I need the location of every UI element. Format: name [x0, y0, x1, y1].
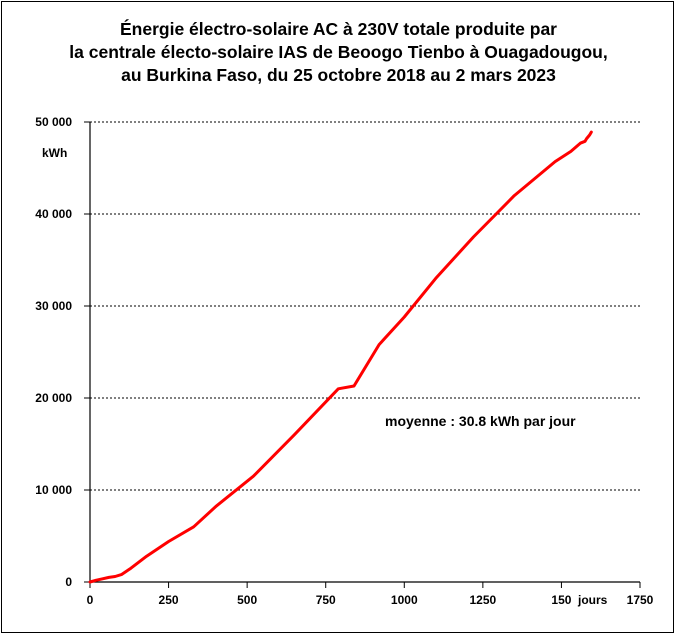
- y-tick-label: 20 000: [35, 391, 72, 405]
- y-tick-label: 30 000: [35, 299, 72, 313]
- axes: [89, 122, 640, 583]
- x-tick-label: 250: [159, 593, 179, 607]
- x-tick-label: 1750: [627, 593, 654, 607]
- x-tick-label: 500: [237, 593, 257, 607]
- y-unit-label: kWh: [42, 146, 67, 160]
- chart-title-line-3: au Burkina Faso, du 25 octobre 2018 au 2…: [121, 65, 556, 85]
- chart-title-line-1: Énergie électro-solaire AC à 230V totale…: [120, 19, 557, 39]
- x-tick-label: 1000: [391, 593, 418, 607]
- x-tick-label: 150: [551, 593, 571, 607]
- chart-title: Énergie électro-solaire AC à 230V totale…: [0, 18, 677, 87]
- y-axis-ticks: 0 10 000 20 000 30 000 40 000 50 000: [35, 115, 90, 589]
- average-annotation: moyenne : 30.8 kWh par jour: [385, 413, 576, 429]
- x-axis-ticks: 0 250 500 750 1000 1250 150 1750: [87, 582, 654, 607]
- x-tick-label: 0: [87, 593, 94, 607]
- chart-title-line-2: la centrale électo-solaire IAS de Beoogo…: [69, 42, 608, 62]
- x-tick-label: 750: [316, 593, 336, 607]
- plot-area: [90, 122, 640, 582]
- x-tick-label: 1250: [470, 593, 497, 607]
- series-line: [88, 130, 593, 584]
- y-tick-label: 50 000: [35, 115, 72, 129]
- y-tick-label: 10 000: [35, 483, 72, 497]
- x-unit-label: jours: [577, 593, 608, 607]
- y-tick-label: 40 000: [35, 207, 72, 221]
- y-tick-label: 0: [65, 575, 72, 589]
